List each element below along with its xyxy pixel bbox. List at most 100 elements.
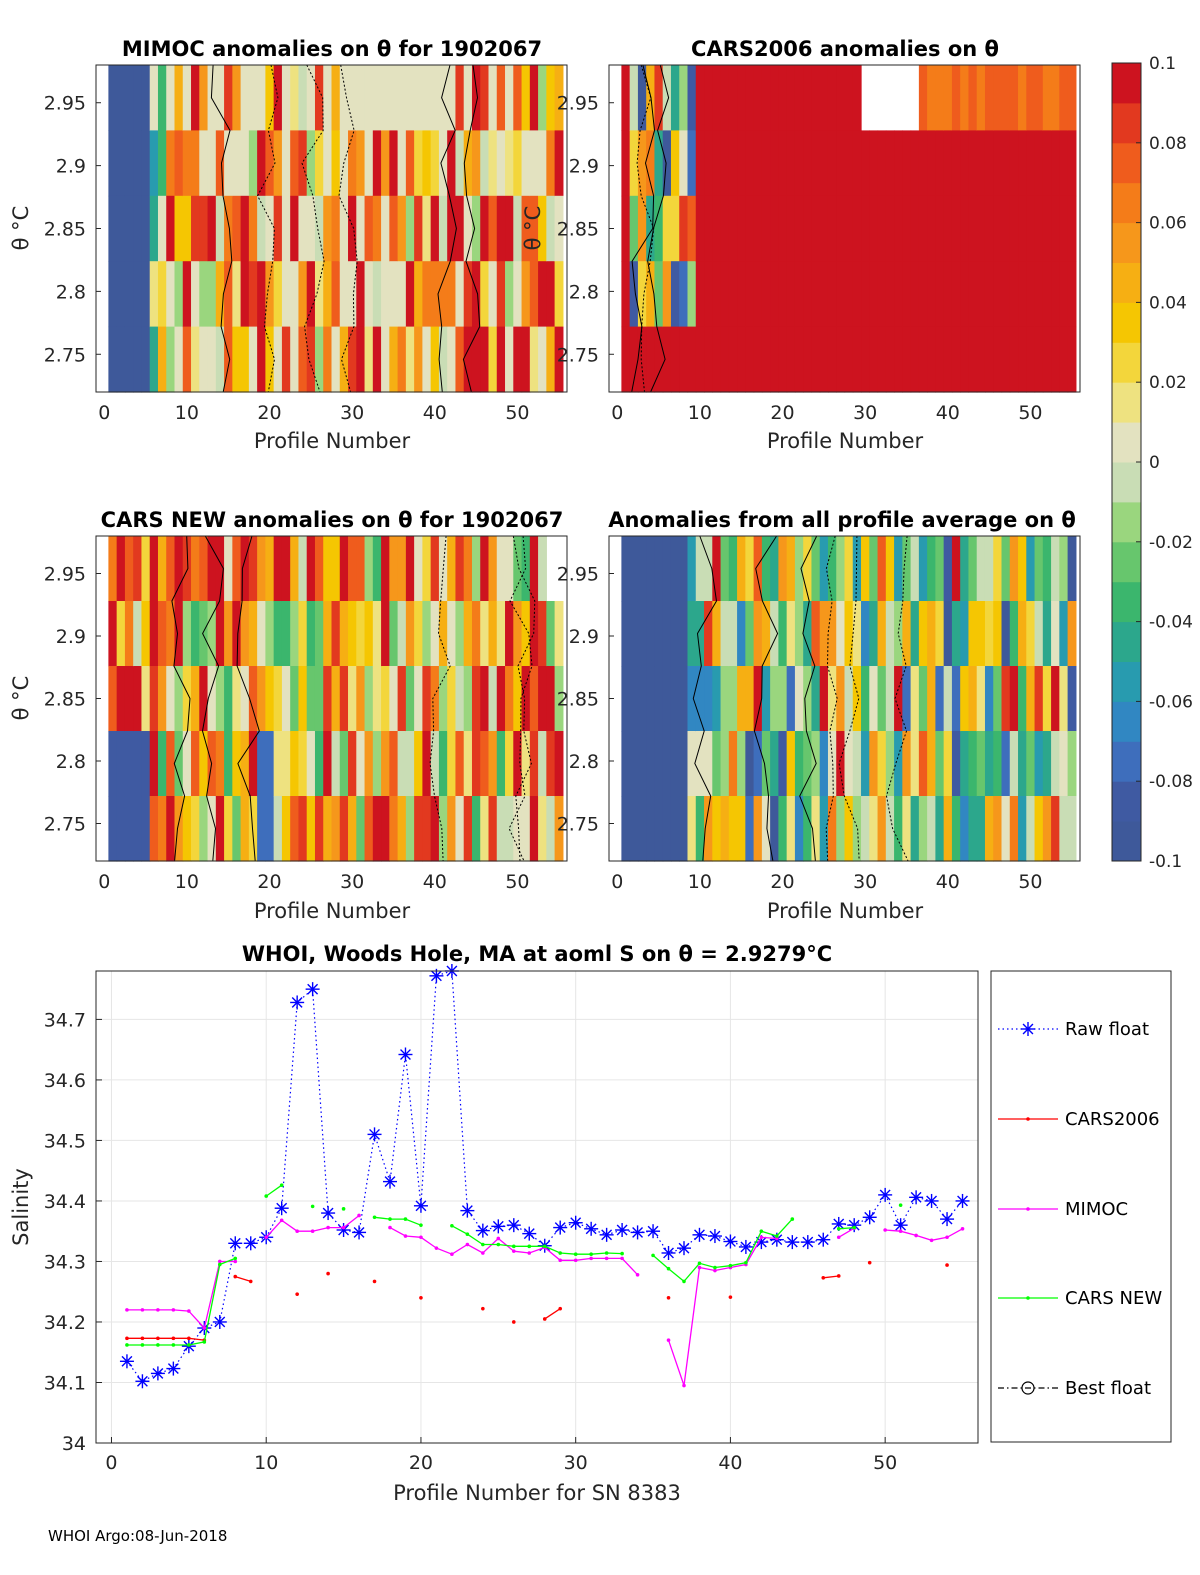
heatmap-cell xyxy=(513,536,523,602)
heatmap-cell xyxy=(215,65,225,131)
heatmap-cell xyxy=(405,536,415,602)
heatmap-cell xyxy=(141,536,151,602)
data-point xyxy=(279,1218,284,1223)
heatmap-cell xyxy=(1026,601,1036,667)
heatmap-cell xyxy=(207,796,217,862)
heatmap-cell xyxy=(240,666,250,732)
heatmap-cell xyxy=(704,731,713,797)
heatmap-xtick-label: 10 xyxy=(688,402,712,424)
heatmap-cell xyxy=(704,796,713,862)
heatmap-cell xyxy=(422,536,432,602)
heatmap-cell xyxy=(786,326,796,393)
heatmap-cell xyxy=(1009,796,1019,862)
heatmap-cell xyxy=(1059,666,1069,732)
heatmap-cell xyxy=(397,130,407,197)
heatmap-cell xyxy=(1051,261,1060,328)
heatmap-cell xyxy=(224,195,233,262)
heatmap-cell xyxy=(1001,261,1011,328)
heatmap-cell xyxy=(993,326,1003,393)
heatmap-cell xyxy=(984,796,994,862)
data-point xyxy=(759,1229,764,1234)
data-point xyxy=(465,1242,470,1247)
data-point xyxy=(847,1218,862,1233)
data-point xyxy=(661,1245,676,1260)
heatmap-contours-cars2006 xyxy=(631,64,670,393)
data-point xyxy=(692,1227,707,1242)
heatmap-cell xyxy=(554,731,564,797)
heatmap-cell xyxy=(819,261,829,328)
heatmap-cell xyxy=(529,666,539,732)
heatmap-cell xyxy=(488,666,498,732)
heatmap-cell xyxy=(471,261,481,328)
heatmap-cell xyxy=(546,731,556,797)
heatmap-cell xyxy=(662,195,672,262)
heatmap-cell xyxy=(224,536,233,602)
heatmap-cell xyxy=(174,130,184,197)
heatmap-cell xyxy=(827,195,837,262)
heatmap-cell xyxy=(1018,65,1027,131)
data-point xyxy=(929,1238,934,1243)
heatmap-cell xyxy=(836,326,846,393)
heatmap-cell xyxy=(927,65,936,131)
data-point xyxy=(836,1226,841,1231)
heatmap-cell xyxy=(745,65,755,131)
heatmap-xtick-label: 50 xyxy=(505,871,529,893)
heatmap-cell xyxy=(1042,130,1052,197)
heatmap-cell xyxy=(1018,796,1027,862)
heatmap-cell xyxy=(662,65,672,131)
heatmap-cell xyxy=(240,130,250,197)
heatmap-cell xyxy=(1059,536,1069,602)
heatmap-cell xyxy=(753,666,763,732)
heatmap-cell xyxy=(422,601,432,667)
data-point xyxy=(744,1260,748,1265)
heatmap-cell xyxy=(397,195,407,262)
heatmap-cell xyxy=(116,326,126,393)
heatmap-cell xyxy=(852,666,862,732)
heatmap-cell xyxy=(430,666,440,732)
heatmap-cell xyxy=(215,796,225,862)
salinity-ytick-label: 34.7 xyxy=(44,1009,86,1031)
heatmap-xtick-label: 30 xyxy=(853,402,877,424)
heatmap-cell xyxy=(372,536,382,602)
heatmap-cell xyxy=(133,195,143,262)
heatmap-cell xyxy=(1059,601,1069,667)
heatmap-cell xyxy=(529,195,539,262)
heatmap-ytick-label: 2.9 xyxy=(56,626,86,648)
heatmap-cell xyxy=(505,326,514,393)
heatmap-cell xyxy=(480,601,490,667)
heatmap-cell xyxy=(861,130,870,197)
heatmap-cell xyxy=(1051,796,1060,862)
series-cars2006 xyxy=(125,1260,949,1342)
heatmap-cell xyxy=(381,666,390,732)
heatmap-cell xyxy=(356,130,366,197)
heatmap-cell xyxy=(529,130,539,197)
heatmap-cell xyxy=(265,666,275,732)
heatmap-cell xyxy=(836,65,846,131)
colorbar-band xyxy=(1112,262,1141,303)
heatmap-cell xyxy=(191,130,200,197)
data-point xyxy=(800,1235,815,1250)
heatmap-cell xyxy=(513,731,523,797)
legend-item: MIMOC xyxy=(998,1199,1128,1220)
data-point xyxy=(419,1295,423,1300)
heatmap-cell xyxy=(629,130,639,197)
series-line xyxy=(652,1218,793,1283)
heatmap-cell xyxy=(1018,326,1027,393)
heatmap-cell xyxy=(323,130,333,197)
heatmap-cell xyxy=(166,65,176,131)
legend-item: CARS NEW xyxy=(998,1288,1162,1309)
heatmap-cell xyxy=(968,261,978,328)
heatmap-cell xyxy=(1042,261,1052,328)
heatmap-cell xyxy=(695,261,705,328)
heatmap-cell xyxy=(1018,130,1027,197)
heatmap-cell xyxy=(224,326,233,393)
heatmap-cell xyxy=(761,326,771,393)
heatmap-cell xyxy=(397,326,407,393)
heatmap-cell xyxy=(488,130,498,197)
heatmap-cell xyxy=(712,796,722,862)
data-point xyxy=(496,1242,501,1247)
heatmap-cell xyxy=(496,261,506,328)
heatmap-cell xyxy=(761,261,771,328)
colorbar-tick-label: 0.02 xyxy=(1149,373,1187,393)
heatmap-cell xyxy=(1018,261,1027,328)
